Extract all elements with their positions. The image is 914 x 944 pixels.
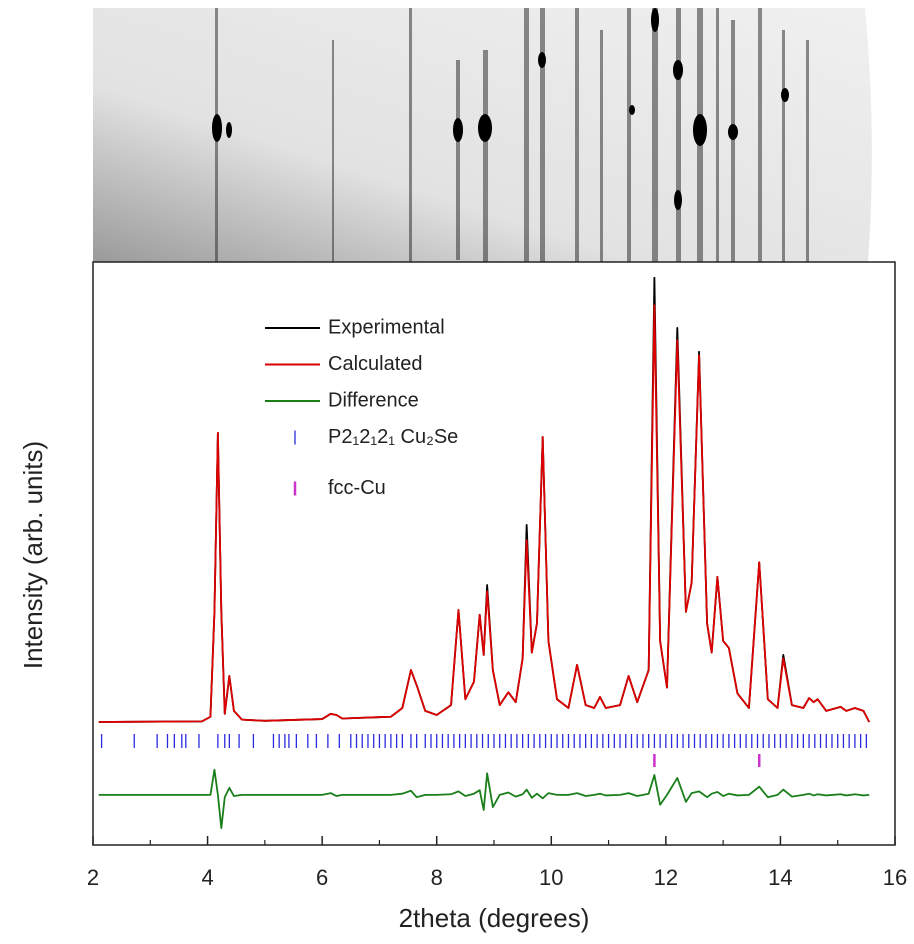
legend-label: Experimental (328, 316, 445, 338)
detector-image (93, 8, 875, 262)
x-tick-label: 4 (201, 865, 213, 890)
series-line (98, 768, 870, 829)
detector-edge (865, 8, 875, 262)
x-tick-label: 14 (768, 865, 792, 890)
x-tick-label: 8 (431, 865, 443, 890)
x-axis-label: 2theta (degrees) (399, 903, 590, 933)
x-tick-label: 16 (883, 865, 907, 890)
y-axis-label: Intensity (arb. units) (18, 441, 48, 669)
plot-frame (92, 261, 896, 846)
diffraction-spots (212, 8, 789, 210)
x-tick-label: 12 (654, 865, 678, 890)
x-tick-label: 2 (87, 865, 99, 890)
legend-label: fcc-Cu (328, 477, 386, 499)
series-line (98, 304, 871, 723)
x-tick-label: 10 (539, 865, 563, 890)
legend-label: Difference (328, 389, 419, 411)
x-tick-label: 6 (316, 865, 328, 890)
legend-label: P2₁2₁2₁ Cu₂Se (328, 426, 458, 448)
legend-label: Calculated (328, 353, 423, 375)
